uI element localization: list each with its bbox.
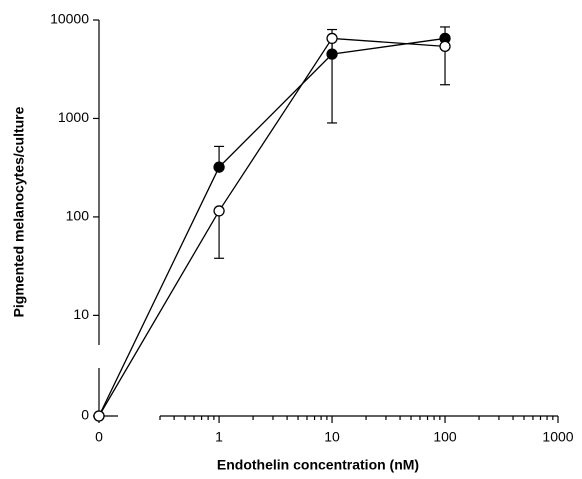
x-tick-label: 1000: [542, 429, 573, 445]
marker: [213, 205, 225, 217]
y-tick-label: 10000: [50, 11, 89, 27]
marker: [439, 40, 451, 52]
y-tick-label: 0: [81, 407, 89, 423]
series-line: [98, 37, 446, 417]
y-tick-label: 100: [66, 208, 90, 224]
x-tick-label: 10: [324, 429, 340, 445]
x-axis-label: Endothelin concentration (nM): [217, 457, 419, 473]
marker: [93, 410, 105, 422]
x-tick-label: 100: [433, 429, 457, 445]
error-bar: [440, 46, 451, 86]
y-axis-label: Pigmented melanocytes/culture: [11, 106, 27, 317]
marker: [326, 48, 338, 60]
marker: [326, 32, 338, 45]
x-tick-label: 0: [95, 429, 103, 445]
series-line: [98, 37, 446, 417]
y-tick-label: 10: [73, 306, 89, 322]
marker: [213, 161, 225, 173]
error-bar: [214, 210, 225, 259]
x-tick-label: 1: [215, 429, 223, 445]
y-tick-label: 1000: [58, 109, 89, 125]
